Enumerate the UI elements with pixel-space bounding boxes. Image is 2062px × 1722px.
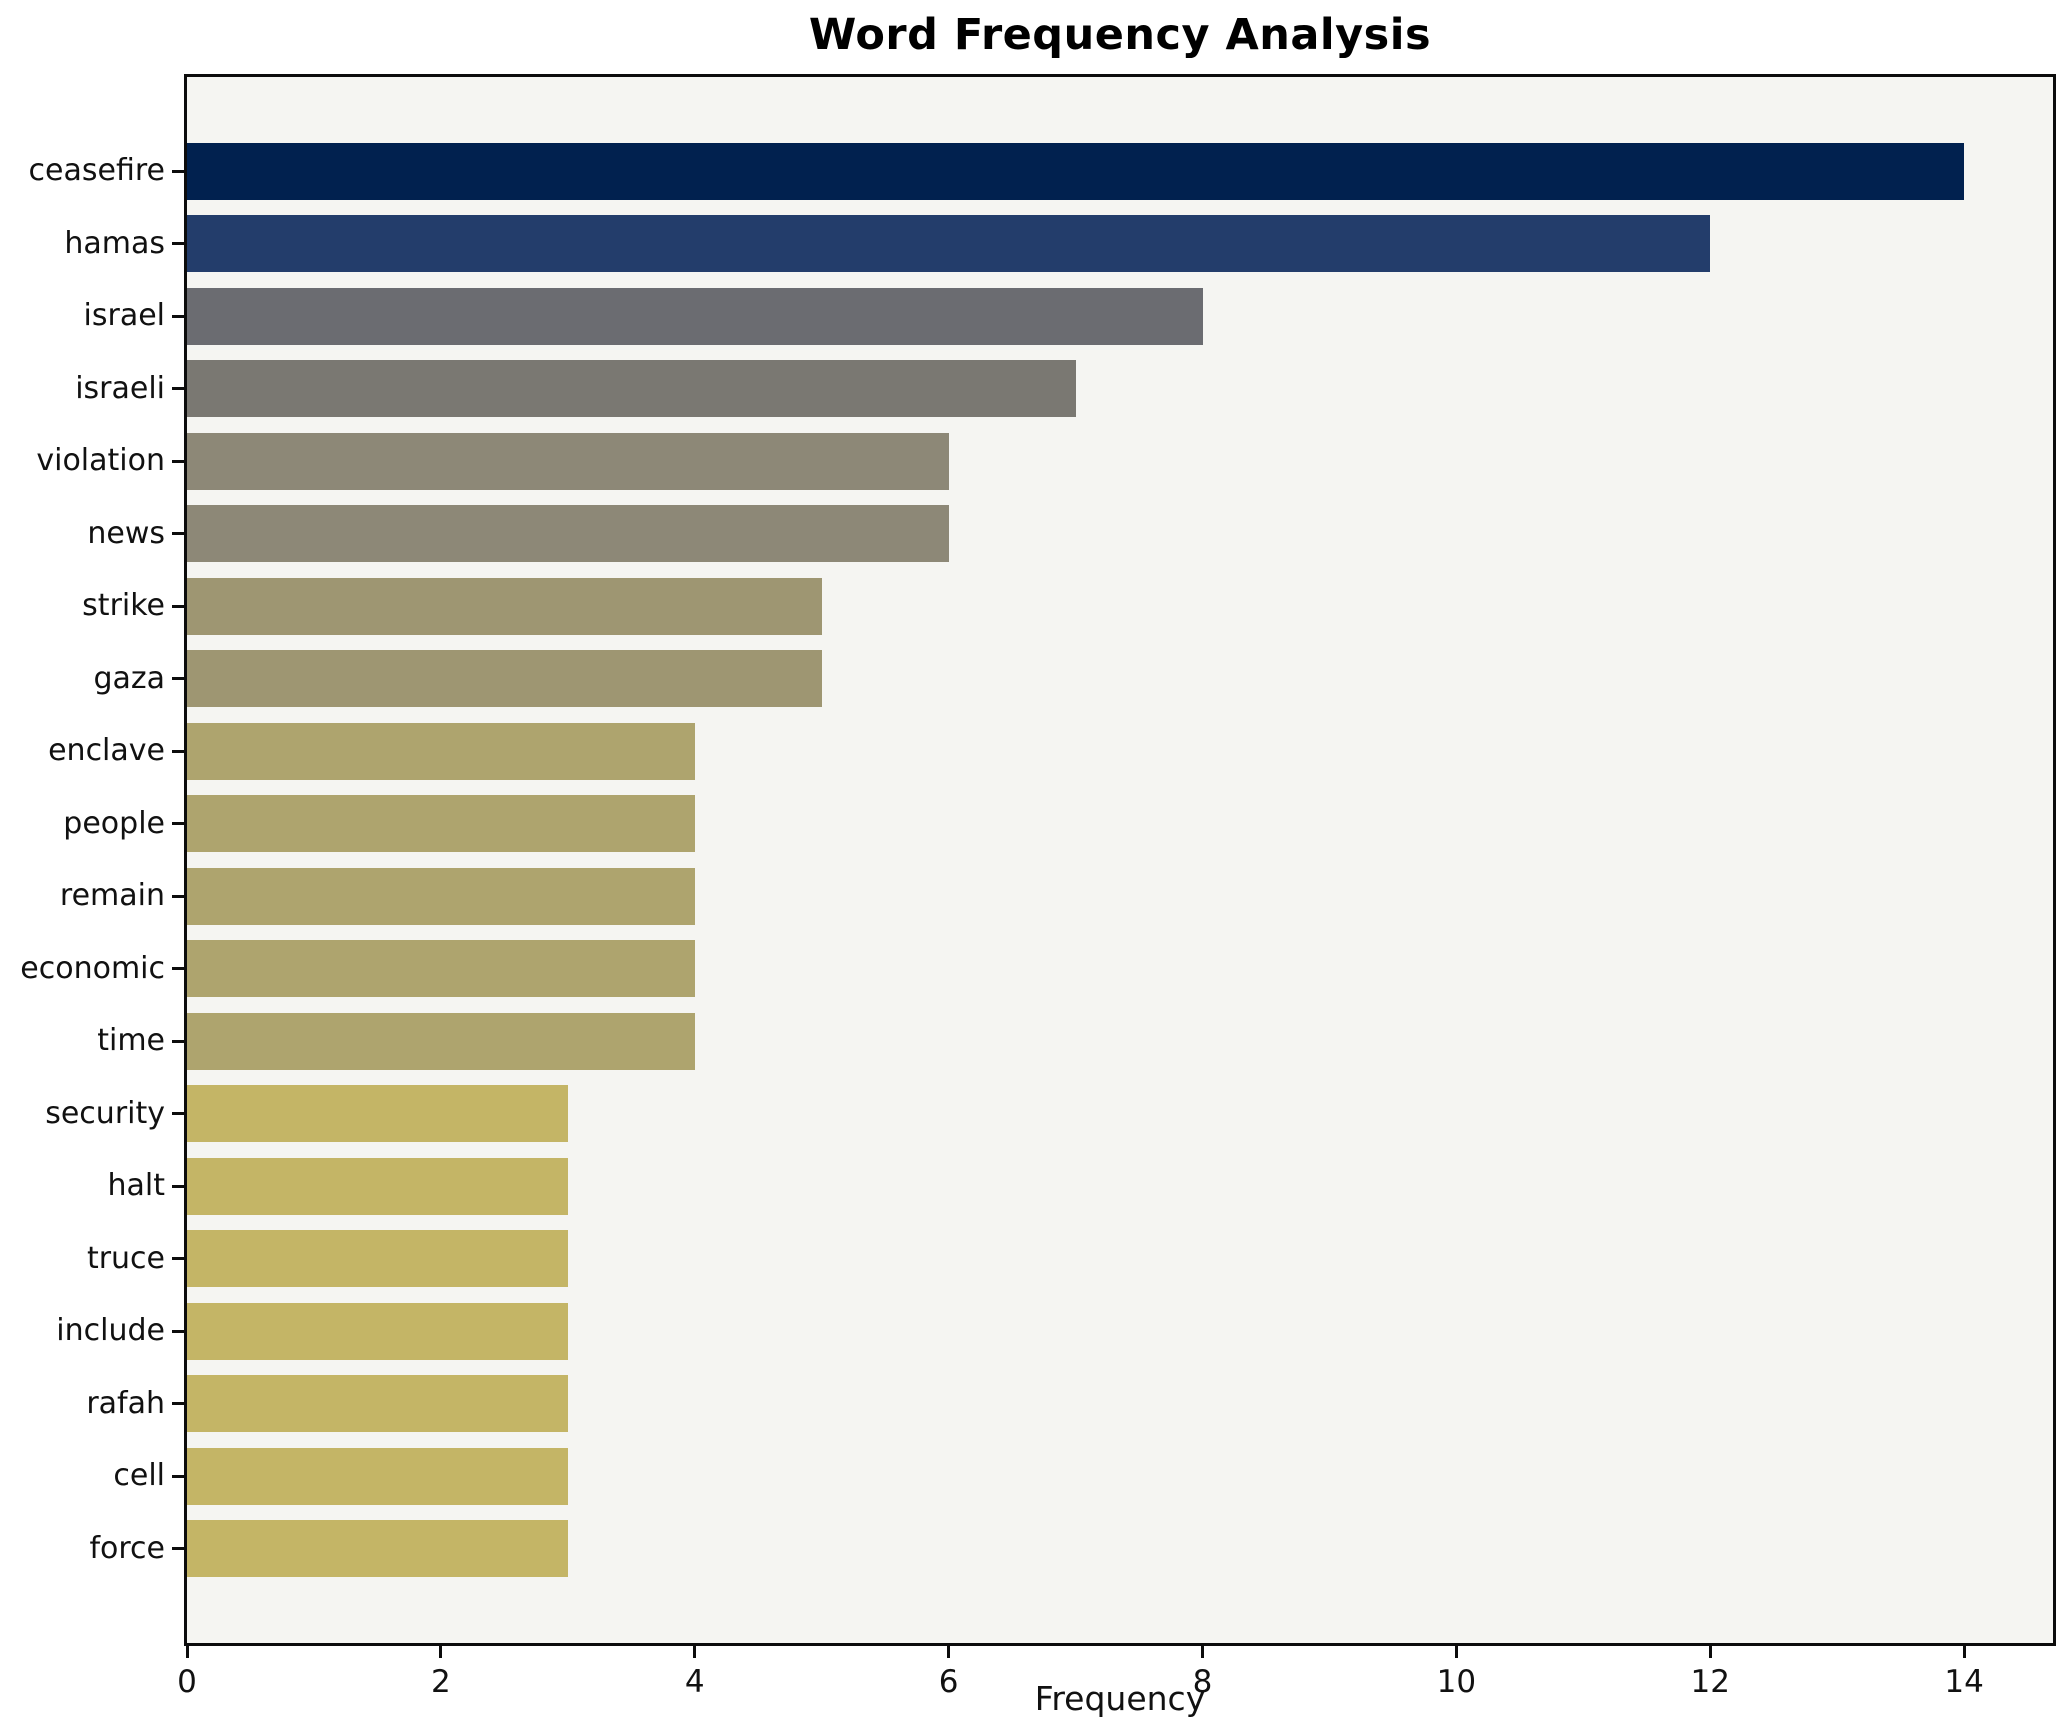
x-tick-label-6: 6 [938,1664,959,1700]
bar-force [187,1520,568,1578]
x-tick-label-2: 2 [431,1664,451,1700]
y-tick-label-gaza: gaza [93,660,165,696]
y-tick-label-include: include [56,1313,165,1349]
bar-cell [187,1447,568,1505]
bar-israel [187,287,1203,345]
y-tick-label-violation: violation [36,443,165,479]
bar-halt [187,1157,568,1215]
bar-truce [187,1230,568,1288]
y-tick-label-israel: israel [83,298,165,334]
bar-economic [187,940,695,998]
x-tick-label-8: 8 [1192,1664,1213,1700]
x-tick-mark [1708,1646,1712,1658]
y-tick-label-truce: truce [86,1240,165,1276]
y-tick-label-news: news [87,515,165,551]
y-tick-mark [172,822,184,826]
y-tick-label-people: people [63,805,165,841]
x-tick-mark [185,1646,189,1658]
x-tick-mark [1962,1646,1966,1658]
x-tick-label-10: 10 [1436,1664,1477,1700]
bar-remain [187,867,695,925]
y-tick-label-remain: remain [59,878,165,914]
y-tick-label-israeli: israeli [75,370,165,406]
y-tick-mark [172,242,184,246]
bar-enclave [187,722,695,780]
y-tick-mark [172,1474,184,1478]
bar-include [187,1302,568,1360]
y-tick-label-enclave: enclave [48,733,165,769]
y-tick-label-rafah: rafah [86,1385,165,1421]
y-tick-mark [172,894,184,898]
y-tick-mark [172,532,184,536]
y-tick-mark [172,1329,184,1333]
x-tick-mark [1454,1646,1458,1658]
y-tick-mark [172,677,184,681]
y-tick-mark [172,459,184,463]
bar-israeli [187,360,1076,418]
y-tick-mark [172,1184,184,1188]
bar-news [187,505,949,563]
y-tick-mark [172,749,184,753]
x-tick-label-0: 0 [177,1664,197,1700]
y-tick-mark [172,1112,184,1116]
y-tick-label-ceasefire: ceasefire [28,153,165,189]
bar-time [187,1012,695,1070]
y-tick-label-force: force [89,1530,165,1566]
y-tick-mark [172,1547,184,1551]
y-tick-mark [172,1402,184,1406]
bar-people [187,795,695,853]
plot-area: ceasefire hamas israel israeli violation news… [20,74,2056,1698]
x-tick-label-4: 4 [684,1664,705,1700]
y-tick-label-time: time [97,1023,165,1059]
x-tick-label-14: 14 [1944,1664,1984,1700]
y-tick-mark [172,314,184,318]
bar-violation [187,432,949,490]
y-tick-mark [172,1039,184,1043]
y-tick-label-cell: cell [113,1458,165,1494]
x-axis-label: Frequency [1034,1679,1206,1718]
y-tick-label-hamas: hamas [64,225,165,261]
x-tick-mark [439,1646,443,1658]
bar-ceasefire [187,142,1965,200]
y-tick-label-strike: strike [82,588,165,624]
x-tick-mark [1201,1646,1204,1658]
x-tick-mark [947,1646,951,1658]
bar-security [187,1085,568,1143]
x-tick-label-12: 12 [1690,1664,1730,1700]
x-tick-mark [693,1646,697,1658]
chart-title: Word Frequency Analysis [808,10,1432,60]
y-tick-mark [172,604,184,608]
y-tick-mark [172,967,184,971]
y-tick-label-economic: economic [20,950,165,986]
y-tick-label-halt: halt [107,1168,166,1204]
bar-gaza [187,650,822,708]
bar-rafah [187,1375,568,1433]
y-tick-mark [172,387,184,391]
bar-hamas [187,215,1711,273]
y-tick-label-security: security [45,1095,165,1131]
y-tick-mark [172,169,184,173]
y-tick-mark [172,1257,184,1261]
bar-strike [187,577,822,635]
